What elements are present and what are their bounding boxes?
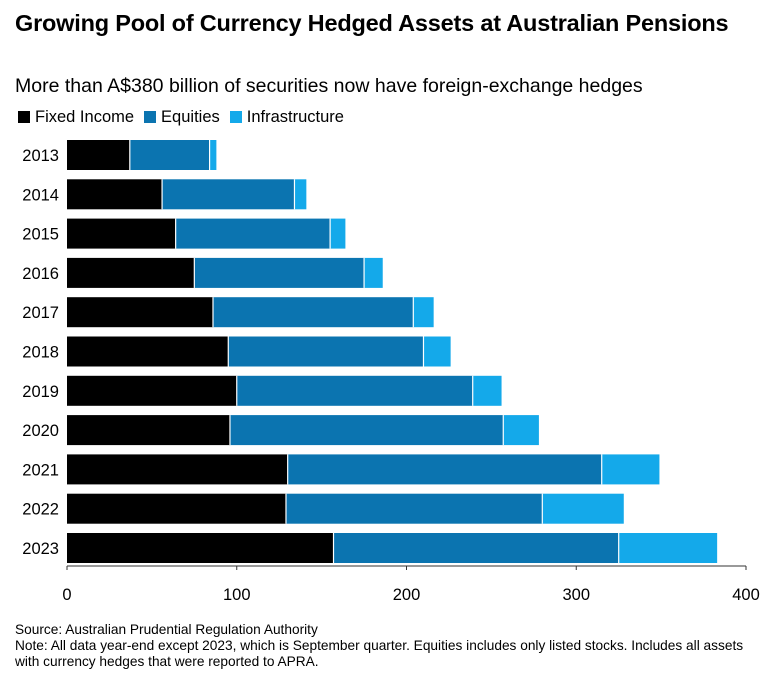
bar-fixed-income-2019 — [67, 375, 237, 406]
stacked-bar-chart: 2013 2014 2015 2016 2017 2018 2019 2020 2021 2022… — [22, 140, 760, 604]
x-tick-label-0: 0 — [62, 586, 71, 604]
y-tick-label-2014: 2014 — [22, 186, 59, 204]
y-tick-label-2019: 2019 — [22, 383, 59, 401]
bar-fixed-income-2020 — [67, 415, 230, 446]
bar-equities-2022 — [285, 493, 543, 524]
bar-fixed-income-2021 — [67, 454, 288, 485]
bar-infrastructure-2018 — [423, 336, 451, 367]
chart-title: Growing Pool of Currency Hedged Assets a… — [15, 10, 729, 36]
x-tick-label-400: 400 — [732, 586, 760, 604]
y-tick-label-2022: 2022 — [22, 501, 59, 519]
bar-equities-2018 — [228, 336, 424, 367]
y-tick-label-2018: 2018 — [22, 344, 59, 362]
y-tick-label-2023: 2023 — [22, 540, 59, 558]
y-tick-label-2020: 2020 — [22, 422, 59, 440]
bar-infrastructure-2022 — [542, 493, 624, 524]
bar-infrastructure-2017 — [413, 297, 434, 328]
bar-fixed-income-2022 — [67, 493, 286, 524]
bar-fixed-income-2013 — [67, 140, 130, 170]
bar-infrastructure-2019 — [472, 375, 502, 406]
bar-equities-2017 — [212, 297, 414, 328]
chart-subtitle: More than A$380 billion of securities no… — [15, 75, 643, 97]
footer: Source: Australian Prudential Regulation… — [15, 622, 765, 670]
bar-equities-2019 — [236, 375, 473, 406]
bar-equities-2015 — [175, 218, 331, 249]
y-tick-label-2013: 2013 — [22, 147, 59, 165]
x-tick-label-300: 300 — [562, 586, 590, 604]
bar-infrastructure-2023 — [618, 533, 718, 563]
legend-label-fixed-income: Fixed Income — [35, 108, 135, 126]
bar-equities-2014 — [162, 179, 295, 210]
legend-swatch-infrastructure — [229, 111, 242, 123]
bar-infrastructure-2021 — [601, 454, 660, 485]
bar-fixed-income-2023 — [67, 533, 334, 563]
y-tick-label-2015: 2015 — [22, 226, 59, 244]
bar-equities-2020 — [229, 415, 504, 446]
bar-fixed-income-2017 — [67, 297, 213, 328]
bar-equities-2016 — [194, 257, 365, 288]
bar-equities-2013 — [129, 140, 210, 170]
y-tick-label-2017: 2017 — [22, 304, 59, 322]
bar-infrastructure-2016 — [364, 257, 383, 288]
legend-swatch-equities — [144, 111, 157, 123]
bar-fixed-income-2015 — [67, 218, 176, 249]
legend-item-infrastructure: Infrastructure — [229, 107, 344, 127]
source-note: Source: Australian Prudential Regulation… — [15, 622, 318, 637]
legend-item-fixed-income: Fixed Income — [18, 107, 134, 127]
bar-fixed-income-2014 — [67, 179, 163, 210]
legend: Fixed Income Equities Infrastructure — [18, 107, 354, 127]
legend-item-equities: Equities — [144, 107, 220, 127]
bar-infrastructure-2020 — [503, 415, 539, 446]
bar-fixed-income-2018 — [67, 336, 229, 367]
bar-infrastructure-2013 — [209, 140, 217, 170]
legend-label-infrastructure: Infrastructure — [246, 108, 344, 126]
y-tick-label-2021: 2021 — [22, 461, 59, 479]
bar-equities-2021 — [287, 454, 602, 485]
bar-infrastructure-2014 — [294, 179, 307, 210]
bar-infrastructure-2015 — [330, 218, 346, 249]
x-tick-label-200: 200 — [393, 586, 421, 604]
legend-swatch-fixed-income — [18, 111, 30, 123]
x-tick-label-100: 100 — [223, 586, 251, 604]
y-tick-label-2016: 2016 — [22, 265, 59, 283]
data-note: Note: All data year-end except 2023, whi… — [15, 638, 744, 669]
legend-label-equities: Equities — [161, 108, 220, 126]
bar-fixed-income-2016 — [67, 257, 195, 288]
bar-equities-2023 — [333, 533, 619, 563]
